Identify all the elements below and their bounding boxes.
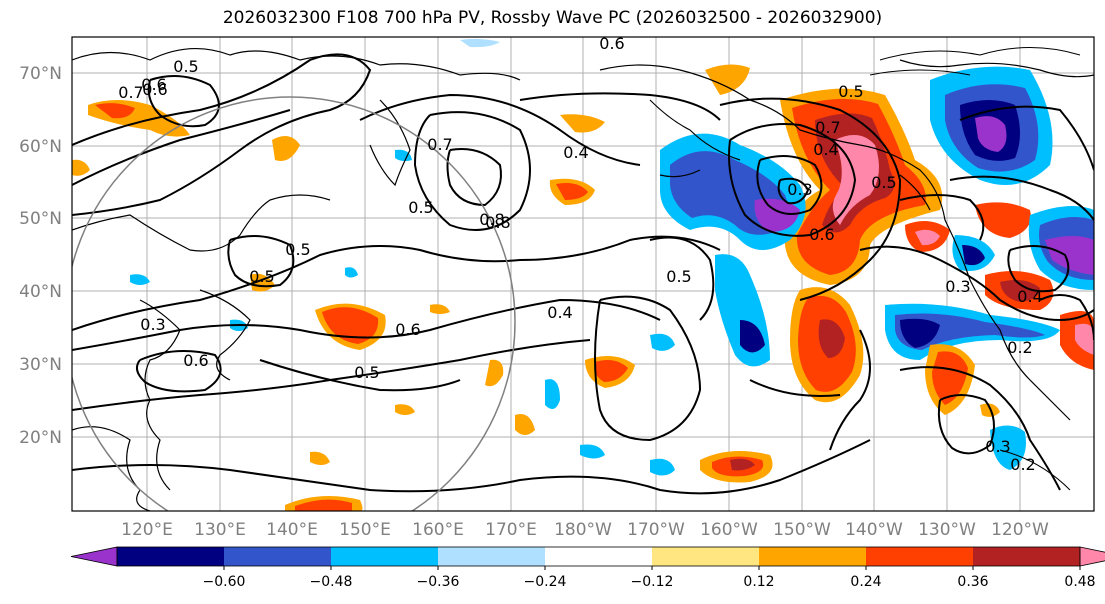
colorbar-tick-label: 0.48 [1064,574,1095,590]
contour-label: 0.5 [666,267,691,286]
contour-label: 0.4 [1017,287,1042,306]
colorbar-segment [652,547,760,566]
contour-label: 0.8 [485,213,510,232]
contour-label: 0.4 [813,140,838,159]
contour-label: 0.6 [809,225,834,244]
colorbar-tick-label: 0.24 [850,574,881,590]
contour-label: 0.5 [871,173,896,192]
colorbar-extend-high [1079,546,1105,567]
contour-label: 0.2 [1007,338,1032,357]
colorbar-tick-label: −0.60 [203,574,246,590]
contour-label: 0.3 [985,437,1010,456]
colorbar-tick-label: 0.36 [957,574,988,590]
colorbar-segment [224,547,332,566]
map-plot-area: 0.60.50.70.60.40.50.80.70.50.50.60.30.60… [72,34,1094,511]
lon-label: 160°E [412,520,464,540]
lat-label: 20°N [19,428,62,448]
colorbar-segment [973,547,1081,566]
contour-label: 0.3 [787,180,812,199]
contour-label: 0.6 [142,80,167,99]
lon-label: 120°W [991,520,1049,540]
contour-labels: 0.60.50.70.60.40.50.80.70.50.50.60.30.60… [118,34,1042,474]
contour-label: 0.5 [173,57,198,76]
lon-label: 140°E [266,520,318,540]
contour-label: 0.7 [815,118,840,137]
contour-label: 0.6 [599,34,624,53]
contour-label: 0.6 [183,351,208,370]
contour-label: 0.4 [563,143,588,162]
colorbar-segment [759,547,867,566]
colorbar-extend-low [70,546,118,567]
contour-label: 0.7 [118,83,143,102]
lat-label: 60°N [19,137,62,157]
contour-label: 0.5 [249,267,274,286]
colorbar-segment [331,547,439,566]
pv-contours [72,53,1094,495]
reference-circle [72,96,516,511]
lon-label: 180°W [554,520,612,540]
contour-label: 0.5 [838,82,863,101]
map-frame [71,36,1095,512]
colorbar-tick-label: −0.12 [631,574,674,590]
colorbar-outline [116,546,1081,567]
lon-label: 120°E [121,520,173,540]
colorbar: −0.60 −0.48 −0.36 −0.24 −0.12 0.12 0.24 0.36 0.4… [70,546,1105,590]
colorbar-segment [545,547,653,566]
latitude-labels: 70°N 60°N 50°N 40°N 30°N 20°N [19,64,62,448]
contour-label: 0.5 [408,198,433,217]
lon-label: 170°W [627,520,685,540]
lon-label: 160°W [700,520,758,540]
contour-label: 0.5 [285,240,310,259]
contour-label: 0.6 [395,320,420,339]
lat-label: 30°N [19,355,62,375]
map-title: 2026032300 F108 700 hPa PV, Rossby Wave … [222,8,883,28]
contour-label: 0.8 [479,210,504,229]
longitude-labels: 120°E 130°E 140°E 150°E 160°E 170°E 180°… [121,520,1049,540]
contour-label: 0.3 [945,277,970,296]
pv-contours-thin [869,47,1081,491]
colorbar-segment [438,547,546,566]
lon-label: 130°E [194,520,246,540]
coastlines [72,48,1094,511]
lat-label: 70°N [19,64,62,84]
contour-label: 0.2 [1010,455,1035,474]
lon-label: 150°W [773,520,831,540]
lat-label: 50°N [19,209,62,229]
colorbar-segment [117,547,225,566]
colorbar-segment [866,547,974,566]
contour-label: 0.5 [354,363,379,382]
lon-label: 140°W [845,520,903,540]
lon-label: 150°E [339,520,391,540]
contour-label: 0.6 [141,75,166,94]
lon-label: 170°E [485,520,537,540]
lat-label: 40°N [19,282,62,302]
colorbar-tick-label: 0.12 [743,574,774,590]
contour-label: 0.4 [547,303,572,322]
colorbar-tick-label: −0.36 [417,574,460,590]
contour-label: 0.7 [427,135,452,154]
colorbar-tick-label: −0.24 [524,574,567,590]
colorbar-tick-label: −0.48 [310,574,353,590]
lon-label: 130°W [918,520,976,540]
contour-label: 0.3 [140,315,165,334]
